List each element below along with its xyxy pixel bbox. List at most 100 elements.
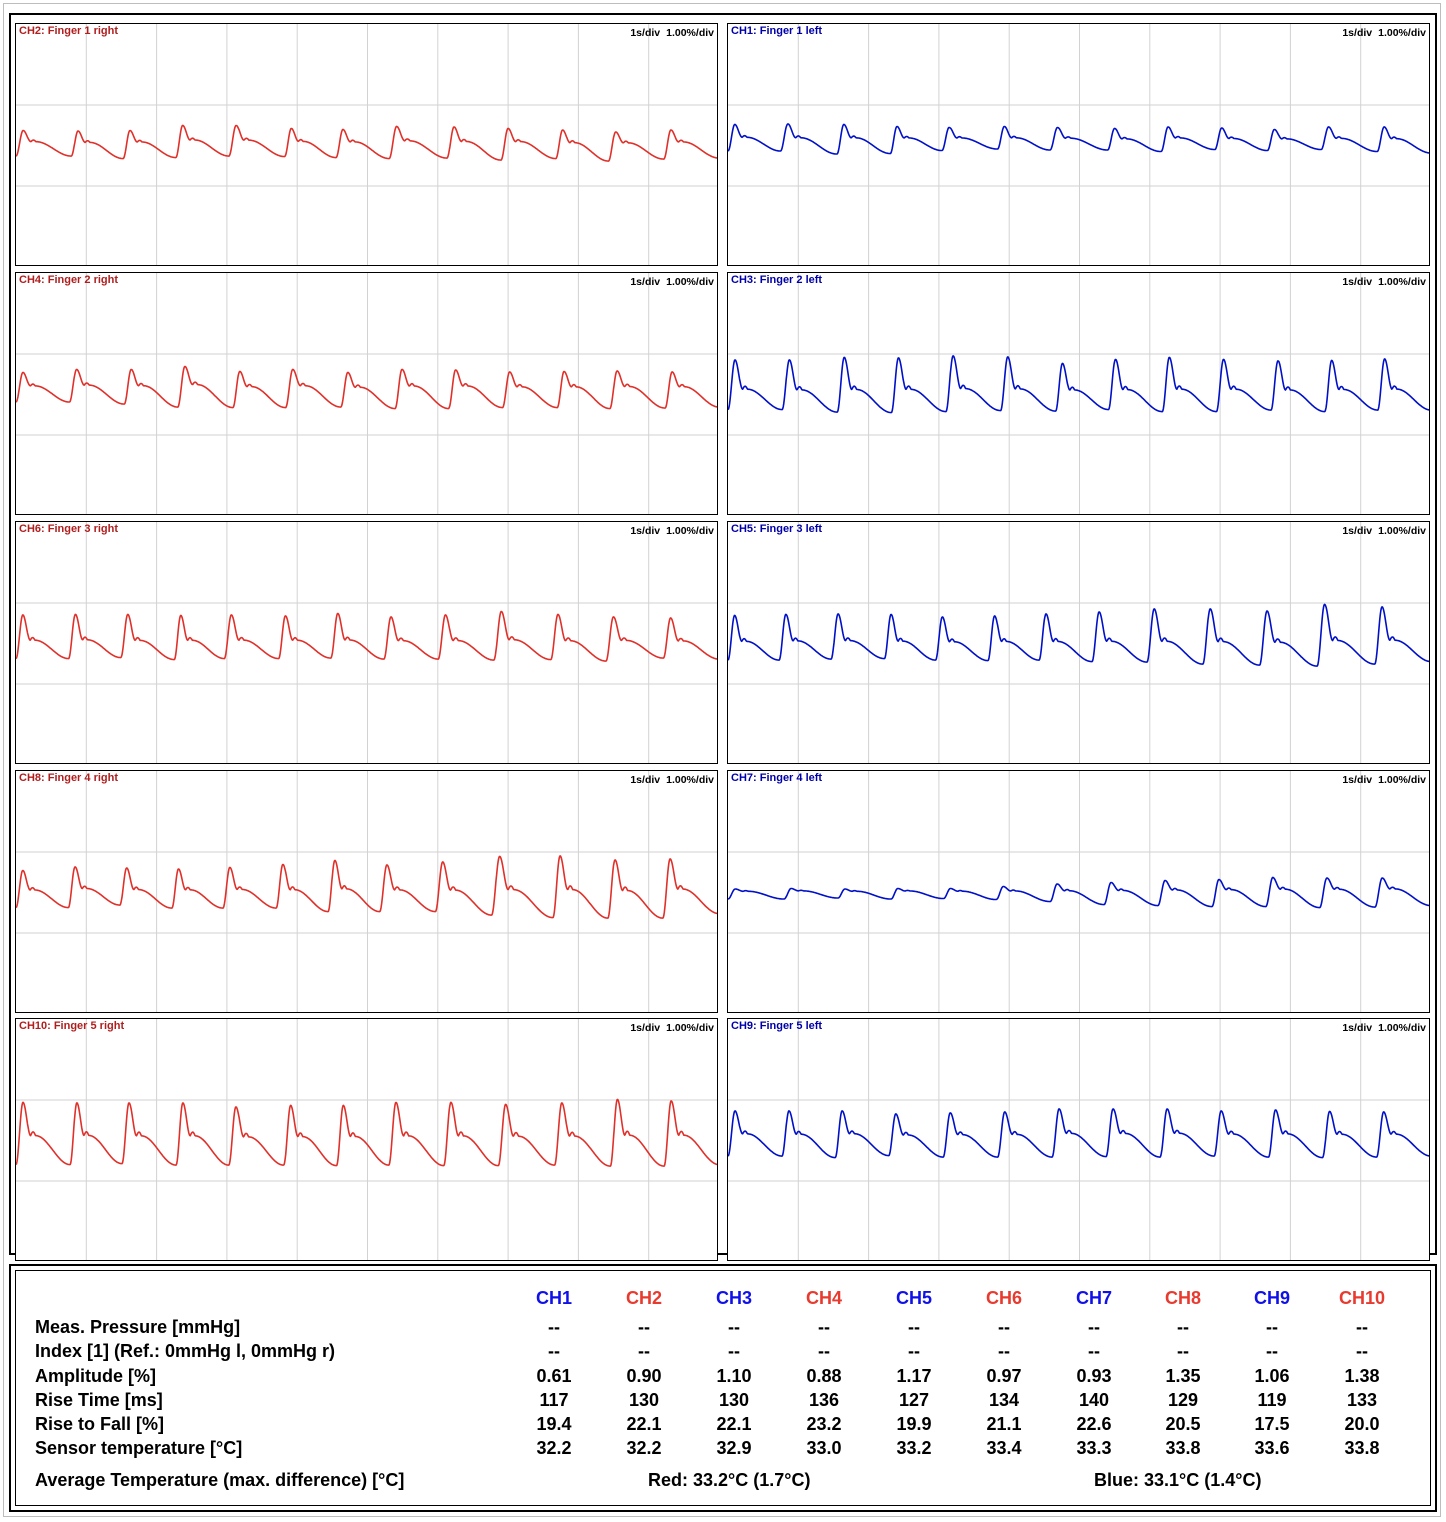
amplitude-scale-label: 1.00%/div <box>1378 525 1426 537</box>
channel-header: CH8 <box>1164 1288 1201 1308</box>
metric-value: 33.2 <box>896 1438 932 1458</box>
metric-value: -- <box>1266 1317 1278 1337</box>
metric-value: 130 <box>628 1390 660 1410</box>
panel-scale: 1s/div 1.00%/div <box>1336 525 1426 537</box>
metric-label: Amplitude [%] <box>35 1366 156 1386</box>
panel-scale: 1s/div 1.00%/div <box>1336 1022 1426 1034</box>
metric-value: 0.61 <box>536 1366 572 1386</box>
panel-title: CH2: Finger 1 right <box>19 25 119 37</box>
waveform-panel: CH8: Finger 4 right 1s/div 1.00%/div <box>15 770 718 1013</box>
results-table-inner: CH1 CH2 CH3 CH4 CH5 CH6 CH7 CH8 CH9 CH10 Meas. Pre… <box>15 1270 1431 1506</box>
metric-value: 17.5 <box>1254 1414 1290 1434</box>
waveform-series-line <box>728 355 1429 414</box>
metric-value: -- <box>638 1341 650 1361</box>
panel-title: CH1: Finger 1 left <box>731 25 823 37</box>
metric-value: -- <box>1088 1317 1100 1337</box>
waveform-grid: CH2: Finger 1 right 1s/div 1.00%/div CH1: F… <box>9 13 1437 1261</box>
channel-header: CH7 <box>1075 1288 1112 1308</box>
panel-title: CH6: Finger 3 right <box>19 523 119 535</box>
waveform-panel: CH2: Finger 1 right 1s/div 1.00%/div <box>15 23 718 266</box>
waveform-panel: CH9: Finger 5 left 1s/div 1.00%/div <box>727 1018 1430 1261</box>
metric-value: -- <box>998 1341 1010 1361</box>
amplitude-scale-label: 1.00%/div <box>666 27 714 39</box>
metric-value: 0.97 <box>986 1366 1022 1386</box>
metric-value: 136 <box>808 1390 840 1410</box>
panel-scale: 1s/div 1.00%/div <box>624 774 714 786</box>
time-scale-label: 1s/div <box>630 276 661 288</box>
waveform-plot <box>16 24 717 265</box>
metric-value: -- <box>908 1341 920 1361</box>
metric-value: -- <box>728 1341 740 1361</box>
waveform-plot <box>728 273 1429 514</box>
waveform-plot <box>16 771 717 1012</box>
metric-value: 119 <box>1257 1390 1287 1410</box>
metric-value: -- <box>1088 1341 1100 1361</box>
metric-value: 22.1 <box>626 1414 662 1434</box>
time-scale-label: 1s/div <box>1342 774 1373 786</box>
metric-value: -- <box>998 1317 1010 1337</box>
metric-value: 32.9 <box>716 1438 752 1458</box>
channel-header: CH9 <box>1253 1288 1290 1308</box>
metric-value: -- <box>728 1317 740 1337</box>
metric-value: -- <box>1177 1341 1189 1361</box>
metric-value: 33.6 <box>1254 1438 1290 1458</box>
results-table: CH1 CH2 CH3 CH4 CH5 CH6 CH7 CH8 CH9 CH10 Meas. Pre… <box>9 1264 1437 1512</box>
waveform-panel: CH10: Finger 5 right 1s/div 1.00%/div <box>15 1018 718 1261</box>
channel-header: CH5 <box>895 1288 932 1308</box>
metric-value: -- <box>548 1317 560 1337</box>
waveform-plot <box>728 1019 1429 1260</box>
metric-value: -- <box>1266 1341 1278 1361</box>
metric-value: 117 <box>539 1390 569 1410</box>
panel-title: CH7: Finger 4 left <box>731 772 823 784</box>
panel-scale: 1s/div 1.00%/div <box>624 276 714 288</box>
waveform-plot <box>16 522 717 763</box>
amplitude-scale-label: 1.00%/div <box>666 774 714 786</box>
metric-value: 33.8 <box>1344 1438 1380 1458</box>
metric-value: -- <box>1356 1341 1368 1361</box>
metric-value: 1.17 <box>896 1366 932 1386</box>
waveform-panel: CH3: Finger 2 left 1s/div 1.00%/div <box>727 272 1430 515</box>
metric-value: -- <box>818 1317 830 1337</box>
metric-value: 22.6 <box>1076 1414 1112 1434</box>
waveform-panel: CH1: Finger 1 left 1s/div 1.00%/div <box>727 23 1430 266</box>
panel-title: CH4: Finger 2 right <box>19 274 119 286</box>
metric-value: 0.93 <box>1076 1366 1112 1386</box>
metric-value: 1.06 <box>1254 1366 1290 1386</box>
metric-value: 133 <box>1346 1390 1378 1410</box>
panel-scale: 1s/div 1.00%/div <box>624 27 714 39</box>
panel-scale: 1s/div 1.00%/div <box>1336 27 1426 39</box>
waveform-plot <box>728 771 1429 1012</box>
metric-value: 127 <box>898 1390 930 1410</box>
waveform-plot <box>16 1019 717 1260</box>
waveform-series-line <box>16 365 717 410</box>
metric-value: 19.4 <box>536 1414 572 1434</box>
amplitude-scale-label: 1.00%/div <box>666 276 714 288</box>
time-scale-label: 1s/div <box>1342 525 1373 537</box>
metric-value: 23.2 <box>806 1414 842 1434</box>
channel-header: CH1 <box>535 1288 572 1308</box>
metric-value: 33.3 <box>1076 1438 1112 1458</box>
metric-value: 134 <box>988 1390 1020 1410</box>
metric-value: -- <box>548 1341 560 1361</box>
panel-title: CH5: Finger 3 left <box>731 523 823 535</box>
metric-value: 140 <box>1078 1390 1110 1410</box>
panel-title: CH10: Finger 5 right <box>19 1020 125 1032</box>
waveform-series-line <box>16 124 717 162</box>
metric-value: 0.88 <box>806 1366 842 1386</box>
metric-value: 1.10 <box>716 1366 752 1386</box>
metric-value: 21.1 <box>986 1414 1022 1434</box>
time-scale-label: 1s/div <box>1342 1022 1373 1034</box>
panel-scale: 1s/div 1.00%/div <box>1336 774 1426 786</box>
metric-value: 130 <box>718 1390 750 1410</box>
metric-value: 20.0 <box>1344 1414 1380 1434</box>
metric-value: 22.1 <box>716 1414 752 1434</box>
panel-title: CH3: Finger 2 left <box>731 274 823 286</box>
metric-label: Rise Time [ms] <box>35 1390 163 1410</box>
metric-value: 32.2 <box>536 1438 572 1458</box>
time-scale-label: 1s/div <box>630 1022 661 1034</box>
waveform-series-line <box>728 123 1429 155</box>
amplitude-scale-label: 1.00%/div <box>666 525 714 537</box>
metric-value: -- <box>638 1317 650 1337</box>
channel-header: CH10 <box>1338 1288 1386 1308</box>
metric-value: -- <box>818 1341 830 1361</box>
